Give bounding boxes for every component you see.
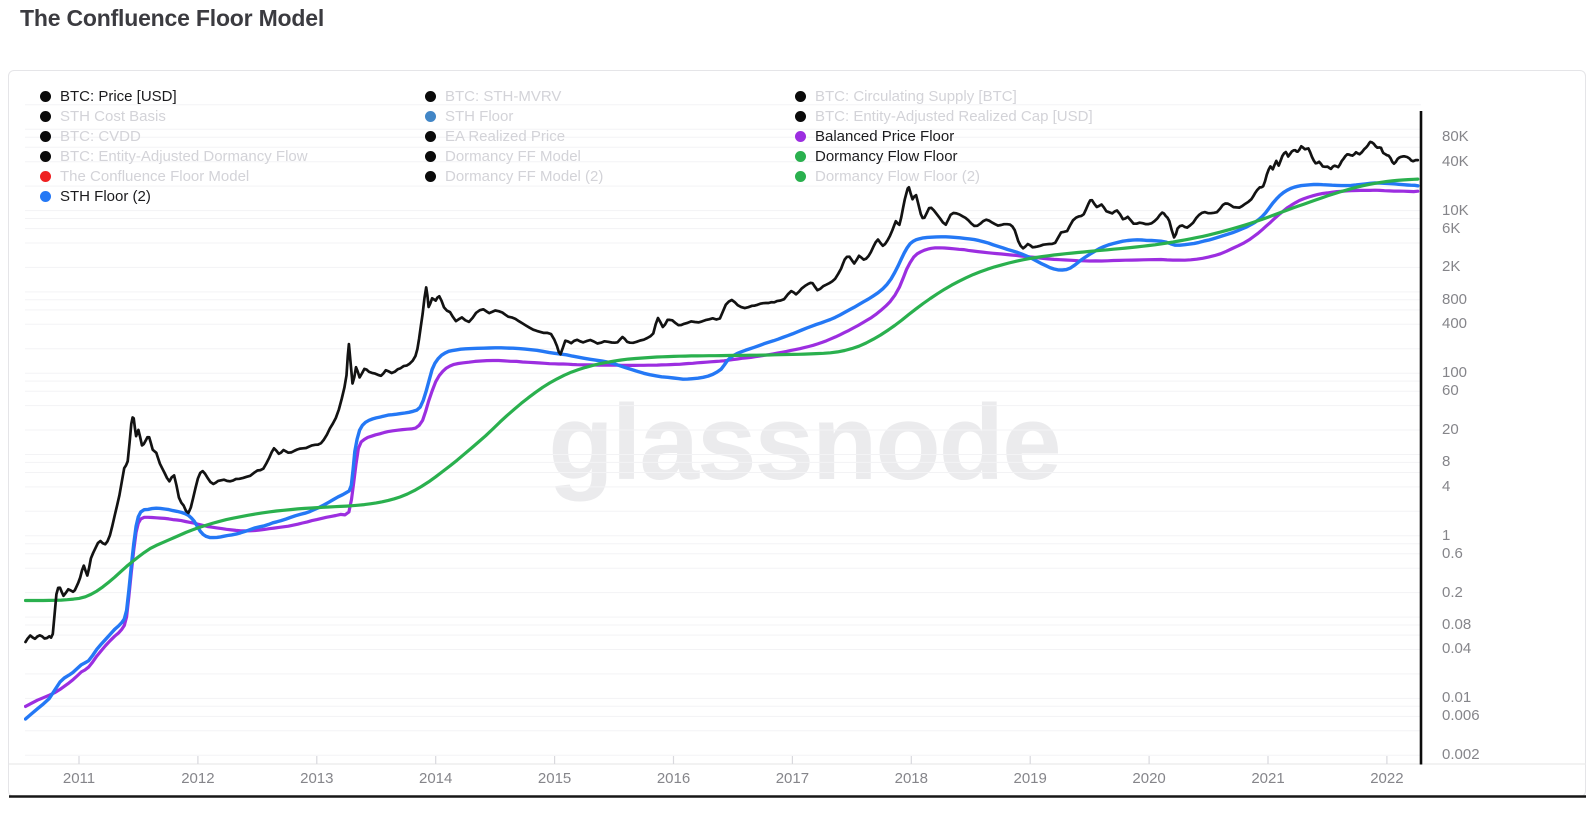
y-tick-label: 1	[1442, 526, 1451, 544]
legend-dot-icon	[795, 170, 806, 182]
balanced-price-floor-line	[24, 188, 1420, 708]
legend-dot-icon	[40, 150, 51, 162]
legend-dot-icon	[425, 150, 436, 162]
y-tick-label: 20	[1442, 421, 1459, 439]
legend-dot-icon	[795, 110, 806, 122]
legend-label: EA Realized Price	[445, 127, 566, 145]
legend-label: BTC: Price [USD]	[60, 87, 177, 105]
legend-label: BTC: Circulating Supply [BTC]	[815, 87, 1017, 105]
page-title: The Confluence Floor Model	[20, 5, 325, 31]
legend-label: The Confluence Floor Model	[60, 167, 250, 185]
legend-item[interactable]: Dormancy FF Model	[425, 146, 603, 166]
dormancy-flow-floor-line	[24, 177, 1420, 603]
y-tick-label: 0.002	[1442, 746, 1480, 764]
y-tick-label: 0.01	[1442, 689, 1472, 707]
legend-label: STH Cost Basis	[60, 107, 166, 125]
x-tick-label: 2017	[775, 770, 810, 787]
legend-label: BTC: Entity-Adjusted Realized Cap [USD]	[815, 107, 1093, 125]
x-tick-label: 2014	[419, 770, 453, 787]
y-tick-label: 0.6	[1442, 544, 1463, 562]
y-tick-label: 800	[1442, 290, 1468, 308]
y-tick-label: 8	[1442, 453, 1451, 471]
y-tick-label: 0.006	[1442, 707, 1480, 725]
legend-label: STH Floor (2)	[60, 187, 151, 205]
x-tick-label: 2012	[181, 770, 215, 787]
legend-column: BTC: Circulating Supply [BTC] BTC: Entity…	[795, 86, 1093, 186]
legend-item[interactable]: Dormancy Flow Floor	[795, 146, 1093, 166]
x-tick-label: 2018	[894, 770, 928, 787]
legend-dot-icon	[795, 130, 806, 142]
legend-label: BTC: STH-MVRV	[445, 87, 562, 105]
y-tick-label: 4	[1442, 477, 1451, 495]
chart-card	[8, 70, 1586, 797]
y-tick-label: 80K	[1442, 128, 1469, 146]
legend-dot-icon	[40, 130, 51, 142]
legend-item[interactable]: Dormancy Flow Floor (2)	[795, 166, 1093, 186]
y-tick-label: 6K	[1442, 219, 1461, 237]
x-tick-label: 2020	[1132, 770, 1166, 787]
legend-dot-icon	[425, 110, 436, 122]
y-tick-label: 40K	[1442, 152, 1469, 170]
legend-item[interactable]: EA Realized Price	[425, 126, 603, 146]
legend-dot-icon	[425, 90, 436, 102]
x-tick-label: 2021	[1251, 770, 1285, 787]
x-tick-label: 2011	[62, 770, 96, 787]
legend-label: Dormancy Flow Floor (2)	[815, 167, 981, 185]
legend-item[interactable]: BTC: Entity-Adjusted Dormancy Flow	[40, 146, 308, 166]
legend-dot-icon	[425, 170, 436, 182]
legend-label: Dormancy Flow Floor	[815, 147, 958, 165]
legend-column: BTC: STH-MVRV STH Floor EA Realized Price D…	[425, 86, 603, 186]
legend-label: STH Floor	[445, 107, 514, 125]
legend-label: Dormancy FF Model (2)	[445, 167, 604, 185]
legend-dot-icon	[40, 110, 51, 122]
sth-floor-2-line	[24, 181, 1420, 721]
btc-price-line	[24, 140, 1420, 644]
legend-item[interactable]: BTC: Circulating Supply [BTC]	[795, 86, 1093, 106]
y-tick-label: 100	[1442, 364, 1468, 382]
legend-dot-icon	[795, 90, 806, 102]
legend-item[interactable]: The Confluence Floor Model	[40, 166, 308, 186]
x-tick-label: 2022	[1370, 770, 1404, 787]
legend-item[interactable]: BTC: STH-MVRV	[425, 86, 603, 106]
legend-item[interactable]: BTC: Price [USD]	[40, 86, 308, 106]
y-tick-label: 60	[1442, 382, 1459, 400]
y-tick-label: 10K	[1442, 201, 1469, 219]
x-tick-label: 2013	[300, 770, 334, 787]
legend-dot-icon	[40, 90, 51, 102]
y-tick-label: 2K	[1442, 258, 1461, 276]
legend-item[interactable]: STH Floor (2)	[40, 186, 308, 206]
legend-item[interactable]: Balanced Price Floor	[795, 126, 1093, 146]
legend-dot-icon	[795, 150, 806, 162]
legend-item[interactable]: STH Cost Basis	[40, 106, 308, 126]
y-tick-label: 400	[1442, 315, 1468, 333]
y-tick-label: 0.04	[1442, 640, 1472, 658]
y-tick-label: 0.2	[1442, 583, 1463, 601]
legend-item[interactable]: BTC: Entity-Adjusted Realized Cap [USD]	[795, 106, 1093, 126]
x-axis-tick-marks	[78, 756, 1388, 764]
x-tick-label: 2015	[537, 770, 572, 787]
y-tick-label: 0.08	[1442, 615, 1472, 633]
legend-label: Balanced Price Floor	[815, 127, 955, 145]
legend-label: BTC: CVDD	[60, 127, 141, 145]
legend-column: BTC: Price [USD] STH Cost Basis BTC: CVDD B…	[40, 86, 308, 206]
x-tick-label: 2016	[656, 770, 691, 787]
legend-item[interactable]: STH Floor	[425, 106, 603, 126]
legend-label: Dormancy FF Model	[445, 147, 581, 165]
legend-dot-icon	[425, 130, 436, 142]
legend-dot-icon	[40, 190, 51, 202]
x-tick-label: 2019	[1013, 770, 1047, 787]
legend-label: BTC: Entity-Adjusted Dormancy Flow	[60, 147, 308, 165]
legend-item[interactable]: BTC: CVDD	[40, 126, 308, 146]
legend-dot-icon	[40, 170, 51, 182]
legend-item[interactable]: Dormancy FF Model (2)	[425, 166, 603, 186]
